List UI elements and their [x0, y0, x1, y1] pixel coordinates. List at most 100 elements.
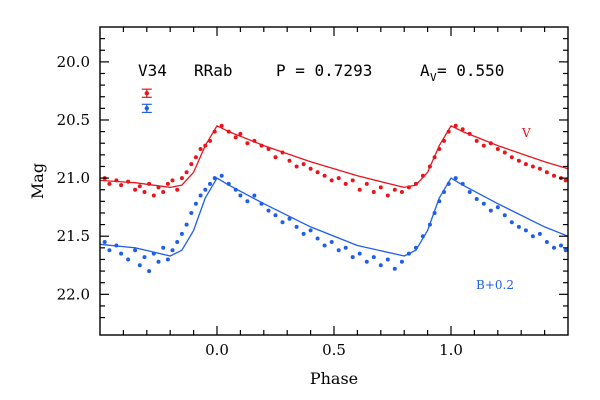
data-point-v [147, 181, 152, 186]
data-point-b [559, 243, 563, 248]
data-point-b [460, 181, 465, 186]
data-point-v [137, 184, 142, 189]
data-point-v [245, 141, 250, 146]
data-point-b [114, 243, 119, 248]
data-point-v [343, 181, 348, 186]
data-point-v [161, 190, 166, 194]
data-point-v [502, 150, 507, 155]
data-point-v [378, 185, 383, 190]
data-point-v [259, 143, 264, 148]
data-point-b [102, 240, 107, 244]
data-point-b [175, 240, 180, 244]
data-point-v [350, 178, 355, 183]
data-point-v [151, 193, 156, 198]
data-point-b [446, 181, 451, 186]
data-point-b [315, 236, 320, 241]
data-point-b [537, 231, 542, 236]
data-point-v [280, 150, 285, 155]
data-point-v [203, 143, 208, 148]
data-point-b [156, 259, 161, 264]
data-point-b [137, 263, 142, 268]
data-point-b [322, 243, 327, 248]
x-axis-label: Phase [310, 369, 358, 388]
data-point-b [179, 231, 184, 236]
data-point-v [467, 131, 472, 136]
data-point-b [336, 248, 341, 253]
x-tick-label: 1.0 [439, 341, 463, 359]
data-point-v [453, 123, 458, 128]
data-point-b [119, 251, 124, 256]
series-layer [99, 88, 569, 274]
data-point-v [315, 170, 320, 175]
data-point-v [273, 155, 278, 160]
data-point-b [212, 176, 217, 181]
data-point-b [308, 228, 313, 233]
data-point-b [280, 220, 285, 225]
data-point-v [357, 187, 362, 192]
data-point-b [245, 199, 250, 204]
y-axis-label: Mag [28, 163, 47, 199]
data-point-b [151, 251, 156, 256]
data-point-b [385, 257, 390, 262]
data-point-v [413, 181, 418, 186]
data-point-b [453, 176, 458, 181]
series-v [99, 88, 569, 198]
data-point-v [364, 181, 369, 186]
data-point-v [392, 187, 397, 192]
data-point-v [219, 123, 224, 128]
data-point-v [266, 147, 271, 151]
data-point-v [212, 129, 217, 134]
data-point-b [378, 263, 383, 268]
y-tick-label: 20.0 [57, 53, 90, 71]
data-point-v [481, 143, 486, 148]
data-point-v [142, 190, 147, 194]
data-point-v [233, 135, 238, 140]
data-point-b [544, 240, 549, 244]
data-point-b [350, 255, 355, 260]
data-point-b [432, 211, 437, 215]
data-point-v [179, 176, 184, 181]
data-point-v [446, 129, 451, 134]
data-point-v [184, 170, 189, 175]
data-point-b [126, 257, 131, 262]
data-point-v [287, 158, 292, 163]
data-point-v [432, 155, 437, 160]
data-point-v [175, 187, 180, 192]
data-point-v [252, 138, 257, 143]
data-point-v [399, 190, 404, 194]
data-point-v [371, 190, 376, 194]
data-point-b [392, 266, 397, 271]
data-point-b [530, 234, 535, 239]
data-point-v [509, 155, 514, 160]
data-point-b [287, 216, 292, 221]
y-tick-label: 21.5 [57, 227, 90, 245]
data-point-v [156, 185, 161, 190]
data-point-v [126, 179, 131, 184]
data-point-v [208, 138, 212, 143]
data-point-v [165, 181, 170, 186]
data-point-b [198, 193, 203, 198]
data-point-b [343, 245, 348, 250]
data-point-v [294, 164, 299, 169]
series-b [99, 103, 569, 274]
data-point-b [357, 251, 362, 256]
x-tick-label: 0.5 [322, 341, 346, 359]
data-point-b [238, 193, 243, 198]
data-point-b [165, 257, 170, 262]
data-point-v [488, 141, 493, 146]
data-point-b [488, 208, 493, 213]
data-point-v [189, 162, 194, 167]
data-point-v [226, 129, 231, 134]
data-point-v [495, 147, 500, 151]
errorbar-point-v [144, 91, 149, 96]
data-point-v [460, 127, 465, 132]
data-point-b [252, 193, 257, 198]
data-point-b [273, 213, 278, 218]
data-point-b [371, 255, 376, 260]
data-point-b [161, 245, 166, 250]
data-point-v [114, 178, 119, 183]
data-point-b [329, 240, 334, 244]
data-point-b [509, 220, 514, 225]
data-point-v [193, 155, 198, 160]
